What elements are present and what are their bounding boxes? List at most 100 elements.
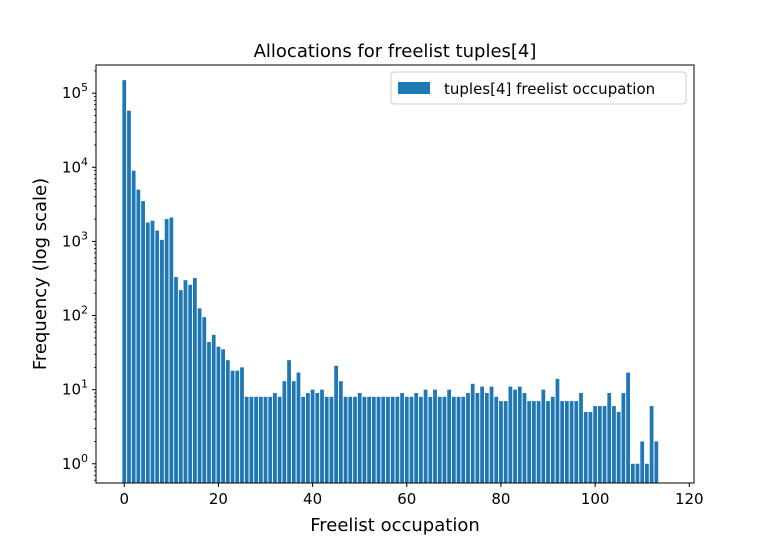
bar (334, 365, 339, 483)
bar (550, 396, 555, 483)
bar (291, 381, 296, 483)
bar (480, 386, 484, 483)
bar (433, 389, 437, 483)
bar (386, 396, 390, 483)
bar (296, 372, 301, 483)
bar (437, 396, 442, 483)
bar (362, 396, 367, 483)
bar (489, 386, 494, 483)
plot-frame (95, 64, 695, 484)
bar (607, 393, 612, 483)
bar (456, 396, 461, 483)
bar (602, 406, 607, 483)
bar (381, 396, 386, 483)
x-axis-label: Freelist occupation (310, 515, 480, 536)
bar (404, 396, 409, 483)
bar (499, 401, 503, 483)
bar (244, 396, 249, 483)
bar (649, 406, 654, 483)
bar (451, 396, 456, 483)
bar (513, 389, 517, 483)
y-tick-label: 103 (62, 229, 88, 250)
bar (127, 110, 131, 484)
x-tick-label: 0 (119, 490, 129, 508)
bar (517, 386, 522, 483)
bar (494, 396, 499, 483)
bar (315, 393, 320, 483)
bar (470, 383, 475, 483)
bar (423, 389, 428, 483)
bar (169, 217, 174, 483)
bar (536, 401, 541, 483)
bar (522, 393, 527, 483)
bar (310, 389, 315, 483)
bar (150, 220, 155, 483)
bar (277, 396, 282, 483)
bar (282, 381, 287, 483)
bar (527, 401, 532, 483)
bar (503, 401, 508, 483)
bar (357, 393, 362, 483)
bar (635, 463, 640, 483)
bar (338, 381, 343, 483)
bar (630, 463, 635, 483)
bar (160, 239, 164, 483)
bar (466, 393, 470, 483)
bar (564, 401, 569, 483)
legend-label: tuples[4] freelist occupation (444, 80, 655, 98)
bar (419, 396, 423, 483)
bar (390, 396, 395, 483)
bar (612, 406, 616, 483)
x-tick-label: 80 (491, 490, 510, 508)
chart-title: Allocations for freelist tuples[4] (254, 41, 537, 62)
bar (240, 367, 244, 483)
x-tick-label: 100 (581, 490, 610, 508)
bar (574, 401, 579, 483)
bar (593, 406, 597, 483)
bar (597, 406, 602, 483)
bar (621, 393, 626, 483)
bar (221, 349, 226, 483)
y-tick-label: 102 (62, 304, 88, 325)
bar (230, 370, 235, 483)
bar (616, 411, 621, 483)
bar (461, 396, 466, 483)
bar (654, 441, 659, 483)
bar (202, 317, 207, 483)
bar (414, 393, 419, 483)
y-tick-label: 105 (62, 81, 88, 102)
bars (122, 80, 659, 484)
bar (211, 334, 216, 483)
bar (136, 189, 141, 484)
bar (329, 396, 334, 483)
bar (155, 230, 160, 483)
bar (254, 396, 258, 483)
bar (216, 346, 221, 483)
bar (287, 360, 291, 483)
bar (532, 401, 536, 483)
bar (588, 411, 593, 483)
bar (367, 396, 371, 483)
bar (348, 396, 353, 483)
bar (301, 396, 306, 483)
bar (197, 308, 202, 483)
bar (178, 290, 183, 483)
bar (428, 396, 433, 483)
bar (164, 219, 169, 483)
bar (569, 401, 574, 483)
legend: tuples[4] freelist occupation (390, 71, 687, 105)
bar (193, 278, 197, 483)
x-axis: 0 20 40 60 80 100 120 (119, 483, 704, 508)
bar (371, 396, 376, 483)
bar (343, 396, 348, 483)
bar (395, 396, 400, 483)
bar (131, 170, 136, 483)
bar (324, 396, 329, 483)
legend-swatch (398, 82, 430, 94)
y-tick-label: 101 (62, 378, 88, 399)
bar (484, 393, 489, 483)
x-tick-label: 40 (303, 490, 322, 508)
x-tick-label: 120 (675, 490, 704, 508)
bar (320, 389, 324, 483)
bar (555, 378, 560, 483)
